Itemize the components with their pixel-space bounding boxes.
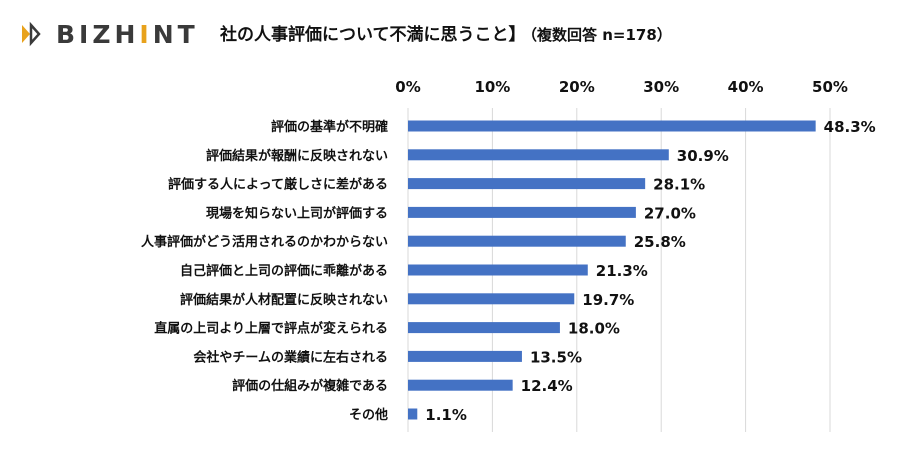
x-tick-label: 40%	[728, 78, 764, 96]
play-arrow-icon	[22, 21, 41, 47]
data-label: 27.0%	[644, 204, 696, 222]
category-label: 評価結果が報酬に反映されない	[206, 148, 388, 164]
x-tick-label: 50%	[812, 78, 848, 96]
chart-title-main: 社の人事評価について不満に思うこと】	[220, 25, 526, 45]
bar	[408, 206, 636, 218]
category-label: その他	[349, 407, 388, 423]
category-label: 現場を知らない上司が評価する	[206, 205, 388, 221]
bar	[408, 235, 626, 247]
bar	[408, 178, 646, 190]
data-label: 48.3%	[824, 118, 876, 136]
category-label: 直属の上司より上層で評点が変えられる	[154, 321, 388, 337]
bar	[408, 408, 418, 420]
bar	[408, 293, 575, 305]
brand-logo: BIZHINT	[8, 14, 213, 54]
category-label: 評価する人によって厳しさに差がある	[168, 177, 388, 193]
x-tick-label: 20%	[559, 78, 595, 96]
x-tick-label: 10%	[474, 78, 510, 96]
chart-title: 社の人事評価について不満に思うこと】 （複数回答 n=178）	[220, 20, 672, 45]
x-tick-label: 0%	[395, 78, 420, 96]
data-label: 30.9%	[677, 147, 729, 165]
bar	[408, 379, 513, 391]
bar	[408, 149, 669, 161]
data-label: 18.0%	[568, 320, 620, 338]
category-label: 会社やチームの業績に左右される	[193, 349, 388, 365]
category-label: 評価の基準が不明確	[271, 119, 388, 135]
chart-title-sub: （複数回答 n=178）	[529, 26, 672, 44]
x-tick-label: 30%	[643, 78, 679, 96]
data-label: 12.4%	[521, 377, 573, 395]
bar	[408, 264, 588, 276]
category-label: 人事評価がどう活用されるのかわからない	[141, 234, 388, 250]
chart-header: BIZHINT 社の人事評価について不満に思うこと】 （複数回答 n=178）	[0, 10, 900, 54]
bar	[408, 120, 816, 132]
data-label: 19.7%	[582, 291, 634, 309]
data-label: 28.1%	[653, 176, 705, 194]
category-label: 評価の仕組みが複雑である	[232, 378, 388, 394]
bar	[408, 322, 560, 334]
category-label: 評価結果が人材配置に反映されない	[180, 292, 388, 308]
data-label: 1.1%	[425, 406, 467, 424]
data-label: 13.5%	[530, 348, 582, 366]
data-label: 25.8%	[634, 233, 686, 251]
data-label: 21.3%	[596, 262, 648, 280]
category-label: 自己評価と上司の評価に乖離がある	[180, 263, 388, 279]
bar	[408, 350, 522, 362]
brand-name: BIZHINT	[56, 19, 199, 49]
